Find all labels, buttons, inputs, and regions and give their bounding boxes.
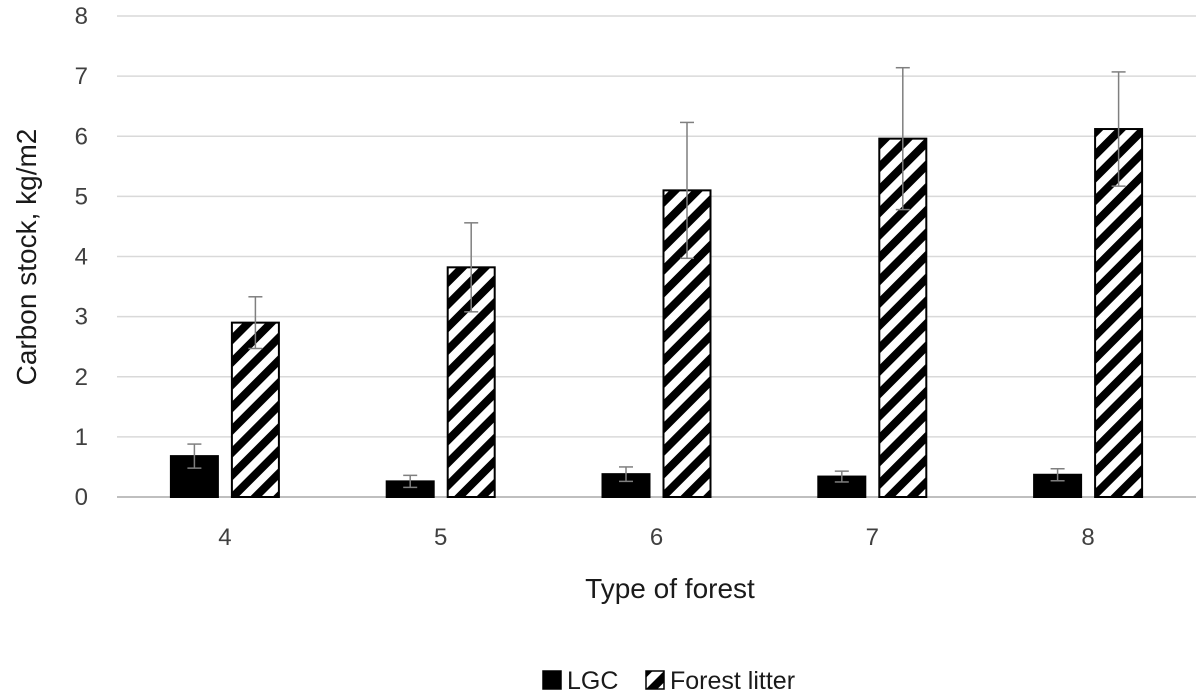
legend: LGC Forest litter: [542, 667, 795, 695]
tick-labels: 0 1 2 3 4 5 6 7 8 4 5 6 7 8: [75, 3, 1095, 551]
y-tick-label: 1: [75, 424, 88, 451]
y-tick-label: 5: [75, 183, 88, 210]
y-axis-title: Carbon stock, kg/m2: [11, 129, 42, 386]
y-tick-label: 4: [75, 244, 88, 271]
bar-forest-litter: [230, 321, 280, 499]
y-tick-label: 2: [75, 364, 88, 391]
y-tick-label: 0: [75, 484, 88, 511]
bar-forest-litter: [1094, 128, 1144, 498]
gridlines: [117, 15, 1196, 498]
x-tick-label: 6: [650, 524, 663, 551]
error-bars: [187, 66, 1126, 489]
x-tick-label: 5: [434, 524, 447, 551]
y-tick-label: 3: [75, 304, 88, 331]
x-tick-label: 7: [866, 524, 879, 551]
x-tick-label: 4: [218, 524, 231, 551]
x-tick-label: 8: [1081, 524, 1094, 551]
legend-swatch-lgc: [542, 670, 562, 690]
y-tick-label: 6: [75, 123, 88, 150]
y-tick-label: 7: [75, 63, 88, 90]
legend-swatch-forest-litter: [645, 670, 665, 690]
y-tick-label: 8: [75, 3, 88, 30]
bars: [169, 128, 1144, 499]
legend-label-forest-litter: Forest litter: [670, 667, 795, 695]
x-axis-title: Type of forest: [585, 573, 755, 604]
legend-label-lgc: LGC: [567, 667, 618, 695]
